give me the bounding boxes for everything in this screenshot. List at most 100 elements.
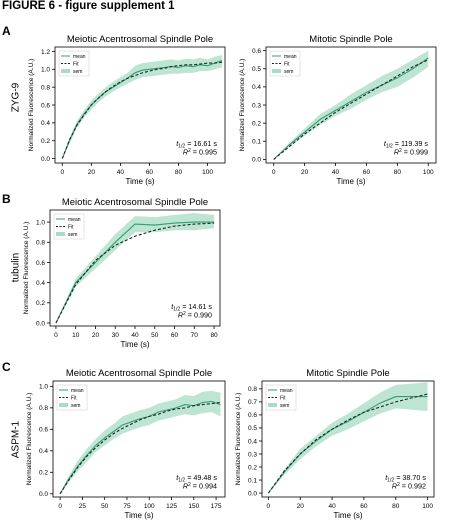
- sem-band: [60, 390, 221, 494]
- x-tick-label: 100: [202, 169, 213, 176]
- r2-annotation: R2 = 0.994: [183, 482, 217, 491]
- legend-sem-label: sem: [284, 69, 293, 75]
- y-tick-label: 0.6: [248, 412, 257, 419]
- y-tick-label: 0.6: [252, 48, 261, 55]
- chart-title: Meiotic Acentrosomal Spindle Pole: [62, 197, 208, 208]
- y-tick-label: 0.2: [248, 464, 257, 471]
- x-axis-label: Time (s): [124, 511, 153, 520]
- y-tick-label: 0.0: [39, 491, 48, 498]
- fit-line: [267, 393, 428, 494]
- x-tick-label: 20: [297, 503, 305, 510]
- axes-frame: [261, 380, 435, 498]
- y-tick-label: 0.7: [248, 399, 257, 406]
- r2-annotation: R2 = 0.995: [183, 148, 217, 157]
- x-tick-label: 0: [267, 503, 271, 510]
- y-tick-label: 0.2: [39, 470, 48, 477]
- legend-mean-label: mean: [280, 388, 293, 394]
- y-tick-label: 0.0: [41, 156, 50, 163]
- r2-annotation: R2 = 0.990: [178, 311, 212, 320]
- x-tick-label: 0: [272, 169, 276, 176]
- y-tick-label: 0.2: [41, 138, 50, 145]
- x-tick-label: 20: [92, 332, 100, 339]
- y-tick-label: 0.4: [39, 448, 48, 455]
- y-tick-label: 0.0: [36, 320, 45, 327]
- r2-annotation: R2 = 0.999: [394, 148, 428, 157]
- mean-line: [273, 57, 429, 160]
- thalf-annotation: t1/2 = 119.39 s: [384, 139, 429, 150]
- y-tick-label: 0.8: [248, 386, 257, 393]
- y-tick-label: 0.0: [248, 490, 257, 497]
- x-tick-label: 60: [363, 169, 371, 176]
- chart-2: Mitotic Spindle Pole 0 20 40 60 80 100 0.0 0.1 0.…: [239, 34, 437, 186]
- fit-line: [59, 401, 221, 495]
- x-axis-label: Time (s): [336, 177, 365, 186]
- chart-1: Meiotic Acentrosomal Spindle Pole 0 20 40 60…: [28, 34, 226, 186]
- y-tick-label: 0.6: [39, 427, 48, 434]
- x-tick-label: 50: [151, 332, 159, 339]
- fit-line: [55, 222, 215, 324]
- y-tick-label: 0.4: [36, 280, 45, 287]
- legend-fit-label: Fit: [284, 62, 290, 68]
- y-tick-label: 1.0: [41, 67, 50, 74]
- x-tick-label: 80: [394, 169, 402, 176]
- x-tick-label: 0: [58, 503, 62, 510]
- x-tick-label: 50: [101, 503, 109, 510]
- x-tick-label: 20: [301, 169, 309, 176]
- legend-sem-swatch: [56, 232, 65, 236]
- figure-title: FIGURE 6 - figure supplement 1: [2, 0, 175, 12]
- y-tick-label: 0.1: [252, 139, 261, 146]
- y-tick-label: 0.4: [41, 120, 50, 127]
- panel-letter-b: B: [2, 192, 11, 206]
- x-tick-label: 100: [144, 503, 155, 510]
- chart-4: Meiotic Acentrosomal Spindle Pole 0 25 50 75…: [26, 368, 226, 520]
- y-axis-label: Normalized Fluorescence (A.U.): [235, 393, 242, 485]
- thalf-annotation: t1/2 = 14.61 s: [171, 302, 212, 313]
- legend-sem-label: sem: [73, 69, 82, 75]
- y-tick-label: 0.5: [248, 425, 257, 432]
- y-tick-label: 0.2: [252, 120, 261, 127]
- x-tick-label: 125: [166, 503, 177, 510]
- y-tick-label: 0.6: [36, 260, 45, 267]
- y-tick-label: 0.5: [252, 66, 261, 73]
- mean-line: [55, 221, 215, 324]
- x-tick-label: 60: [360, 503, 368, 510]
- thalf-annotation: t1/2 = 49.48 s: [176, 473, 217, 484]
- x-tick-label: 40: [117, 169, 125, 176]
- sem-band: [268, 382, 428, 494]
- legend-fit-label: Fit: [280, 396, 286, 402]
- legend-sem-swatch: [59, 403, 68, 407]
- x-tick-label: 0: [60, 169, 64, 176]
- sem-band: [273, 50, 429, 160]
- x-tick-label: 100: [423, 169, 434, 176]
- x-tick-label: 20: [88, 169, 96, 176]
- x-tick-label: 0: [54, 332, 58, 339]
- chart-3: Meiotic Acentrosomal Spindle Pole 0 10 20 30…: [23, 197, 221, 349]
- panel-letter-a: A: [2, 24, 11, 38]
- x-tick-label: 100: [422, 503, 433, 510]
- axes-frame: [52, 380, 226, 498]
- y-tick-label: 0.6: [41, 102, 50, 109]
- r2-annotation: R2 = 0.992: [392, 482, 426, 491]
- chart-title: Meiotic Acentrosomal Spindle Pole: [67, 34, 213, 45]
- x-axis-label: Time (s): [333, 511, 362, 520]
- x-tick-label: 80: [392, 503, 400, 510]
- chart-5: Mitotic Spindle Pole 0 20 40 60 80 100 0.0 0.1 0.…: [235, 368, 435, 520]
- y-tick-label: 0.8: [41, 84, 50, 91]
- panel-letter-c: C: [2, 360, 11, 374]
- y-tick-label: 0.4: [248, 438, 257, 445]
- legend-sem-label: sem: [280, 403, 289, 409]
- legend-mean-label: mean: [68, 217, 81, 223]
- legend-sem-label: sem: [68, 232, 77, 238]
- chart-title: Mitotic Spindle Pole: [309, 34, 392, 45]
- x-tick-label: 25: [79, 503, 87, 510]
- thalf-annotation: t1/2 = 38.70 s: [385, 473, 426, 484]
- x-tick-label: 30: [112, 332, 120, 339]
- y-tick-label: 0.2: [36, 300, 45, 307]
- legend-sem-swatch: [268, 403, 277, 407]
- y-tick-label: 0.3: [252, 102, 261, 109]
- y-tick-label: 0.8: [39, 405, 48, 412]
